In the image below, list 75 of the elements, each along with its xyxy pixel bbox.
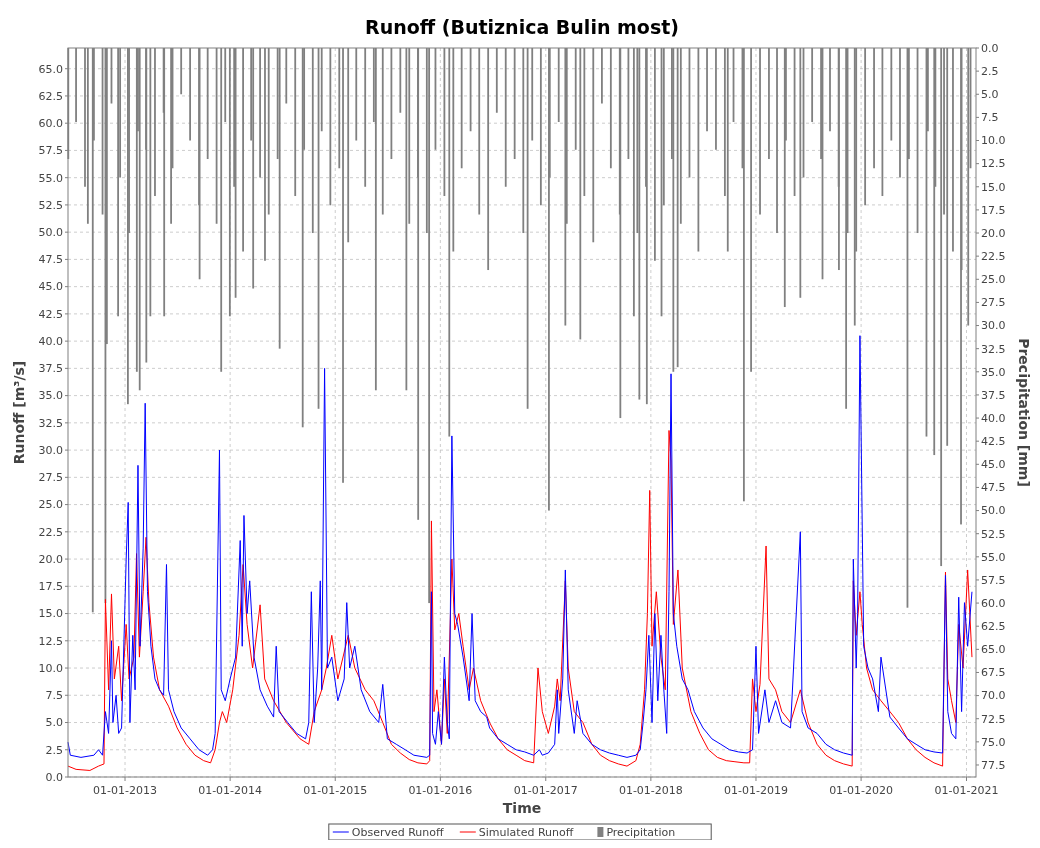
- legend-label: Precipitation: [606, 826, 676, 839]
- x-tick-label: 01-01-2021: [934, 784, 999, 797]
- y2-tick-label: 72.5: [981, 712, 1006, 726]
- y2-tick-label: 65.0: [981, 643, 1006, 657]
- y-tick-label: 32.5: [38, 416, 63, 430]
- x-tick-label: 01-01-2019: [724, 784, 788, 797]
- y2-tick-label: 32.5: [981, 342, 1006, 356]
- y2-tick-label: 60.0: [981, 596, 1006, 610]
- y2-tick-label: 7.5: [981, 111, 999, 125]
- y-tick-label: 17.5: [38, 580, 63, 594]
- y-tick-label: 65.0: [38, 62, 63, 76]
- x-tick-label: 01-01-2020: [829, 784, 894, 797]
- y2-tick-label: 77.5: [981, 758, 1006, 772]
- y2-tick-label: 17.5: [981, 203, 1006, 217]
- y-tick-label: 5.0: [45, 716, 63, 730]
- y-tick-label: 15.0: [38, 607, 63, 621]
- y2-tick-label: 70.0: [981, 689, 1006, 703]
- y-tick-label: 37.5: [38, 362, 63, 376]
- legend-label: Observed Runoff: [351, 826, 445, 839]
- y2-tick-label: 47.5: [981, 481, 1006, 495]
- y2-tick-label: 2.5: [981, 64, 999, 78]
- y2-tick-label: 35.0: [981, 365, 1006, 379]
- x-tick-label: 01-01-2018: [618, 784, 683, 797]
- y-tick-label: 10.0: [38, 661, 63, 675]
- y2-tick-label: 15.0: [981, 180, 1006, 194]
- x-axis-title: Time: [502, 800, 542, 816]
- x-tick-label: 01-01-2016: [408, 784, 473, 797]
- y2-tick-label: 10.0: [981, 134, 1006, 148]
- x-tick-label: 01-01-2014: [198, 784, 263, 797]
- y2-tick-label: 52.5: [981, 527, 1006, 541]
- x-tick-label: 01-01-2013: [93, 784, 157, 797]
- y-tick-label: 2.5: [45, 743, 63, 757]
- y-axis-title: Runoff [m³/s]: [11, 360, 27, 465]
- y-tick-label: 60.0: [38, 117, 63, 131]
- y-tick-label: 42.5: [38, 307, 63, 321]
- y2-tick-label: 40.0: [981, 411, 1006, 425]
- y-tick-label: 25.0: [38, 498, 63, 512]
- y2-tick-label: 22.5: [981, 250, 1006, 263]
- y2-tick-label: 75.0: [981, 735, 1006, 749]
- y2-tick-label: 50.0: [981, 504, 1006, 518]
- y-tick-label: 35.0: [38, 389, 63, 403]
- y2-tick-label: 5.0: [981, 88, 999, 102]
- y-tick-label: 62.5: [38, 89, 63, 103]
- y-tick-label: 45.0: [38, 280, 63, 294]
- y-tick-label: 57.5: [38, 144, 63, 158]
- chart-title: Runoff (Butiznica Bulin most): [365, 16, 679, 38]
- y2-tick-label: 20.0: [981, 226, 1006, 240]
- y-tick-label: 22.5: [38, 525, 63, 539]
- x-tick-label: 01-01-2017: [513, 784, 578, 797]
- x-tick-label: 01-01-2015: [303, 784, 368, 797]
- y-tick-label: 52.5: [38, 198, 63, 212]
- y-tick-label: 55.0: [38, 171, 63, 185]
- y-tick-label: 30.0: [38, 443, 63, 457]
- y-tick-label: 27.5: [38, 471, 63, 485]
- y2-tick-label: 57.5: [981, 573, 1006, 587]
- y2-tick-label: 0.0: [981, 41, 999, 55]
- y2-tick-label: 67.5: [981, 666, 1006, 680]
- y-tick-label: 12.5: [38, 634, 63, 648]
- y2-tick-label: 25.0: [981, 273, 1006, 287]
- legend-label: Simulated Runoff: [478, 826, 574, 839]
- y2-tick-label: 45.0: [981, 458, 1006, 472]
- y-tick-label: 20.0: [38, 552, 63, 566]
- y-tick-label: 50.0: [38, 226, 63, 240]
- y2-tick-label: 55.0: [981, 550, 1006, 564]
- y2-tick-label: 30.0: [981, 319, 1006, 333]
- y-tick-label: 40.0: [38, 334, 63, 348]
- y2-axis-title: Precipitation [mm]: [1016, 338, 1032, 487]
- y2-tick-label: 27.5: [981, 296, 1006, 310]
- y-tick-label: 0.0: [45, 770, 63, 784]
- y2-tick-label: 42.5: [981, 435, 1006, 449]
- y2-tick-label: 62.5: [981, 620, 1006, 634]
- y-tick-label: 47.5: [38, 253, 63, 267]
- y2-tick-label: 37.5: [981, 388, 1006, 402]
- y2-tick-label: 12.5: [981, 157, 1006, 171]
- y-tick-label: 7.5: [45, 689, 63, 703]
